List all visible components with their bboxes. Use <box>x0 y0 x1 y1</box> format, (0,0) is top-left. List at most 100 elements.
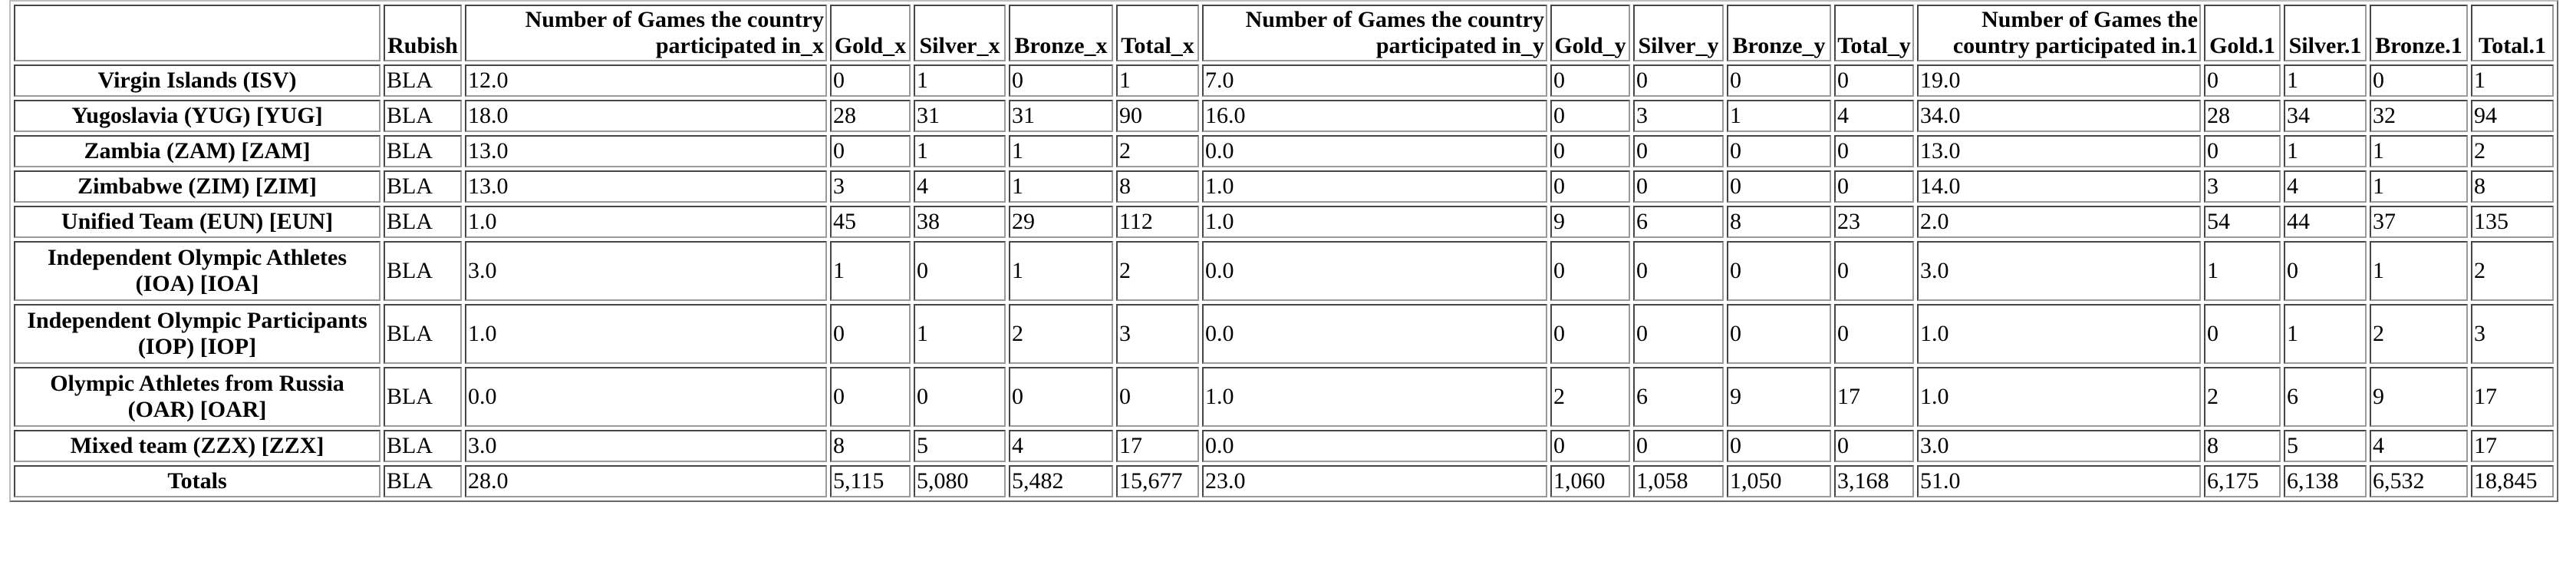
table-cell: 12.0 <box>465 64 827 97</box>
table-cell: 6 <box>2284 367 2367 427</box>
table-cell: 0.0 <box>465 367 827 427</box>
table-cell: 0 <box>1834 170 1914 203</box>
table-cell: 94 <box>2471 100 2554 132</box>
table-cell: 1 <box>1009 170 1113 203</box>
table-cell: BLA <box>384 100 462 132</box>
table-cell: 1,050 <box>1727 465 1831 497</box>
row-country-name: Mixed team (ZZX) [ZZX] <box>14 430 380 462</box>
table-cell: 1 <box>2370 170 2468 203</box>
table-cell: 5 <box>914 430 1006 462</box>
row-country-name: Independent Olympic Participants (IOP) [… <box>14 304 380 364</box>
table-cell: 1 <box>2370 135 2468 167</box>
table-row: Zimbabwe (ZIM) [ZIM] BLA 13.0 3 4 1 8 1.0 0 0 0 0 14… <box>14 170 2554 203</box>
table-cell: 19.0 <box>1917 64 2201 97</box>
table-cell: 8 <box>2471 170 2554 203</box>
table-cell: 15,677 <box>1116 465 1199 497</box>
table-cell: 1.0 <box>465 206 827 238</box>
table-cell: 0 <box>1633 135 1724 167</box>
table-cell: 38 <box>914 206 1006 238</box>
table-cell: 5,482 <box>1009 465 1113 497</box>
table-cell: 1 <box>830 241 911 301</box>
table-cell: 1 <box>2284 304 2367 364</box>
table-cell: 3 <box>830 170 911 203</box>
table-cell: 6,532 <box>2370 465 2468 497</box>
table-cell: 1,060 <box>1550 465 1630 497</box>
table-cell: 1 <box>2284 135 2367 167</box>
row-country-name: Olympic Athletes from Russia (OAR) [OAR] <box>14 367 380 427</box>
table-cell: 3 <box>2471 304 2554 364</box>
table-cell: 6,175 <box>2204 465 2281 497</box>
table-cell: 0 <box>1009 367 1113 427</box>
table-cell: 0 <box>914 367 1006 427</box>
table-cell: 51.0 <box>1917 465 2201 497</box>
table-cell: 4 <box>2370 430 2468 462</box>
table-row: Virgin Islands (ISV) BLA 12.0 0 1 0 1 7.0 0 0 0 0 19… <box>14 64 2554 97</box>
row-country-name: Totals <box>14 465 380 497</box>
table-cell: 0 <box>1633 241 1724 301</box>
table-cell: 44 <box>2284 206 2367 238</box>
table-cell: 23.0 <box>1202 465 1547 497</box>
table-cell: 2 <box>1009 304 1113 364</box>
table-container: Rubish Number of Games the country parti… <box>9 0 2558 502</box>
table-row: Mixed team (ZZX) [ZZX] BLA 3.0 8 5 4 17 0.0 0 0 0 0… <box>14 430 2554 462</box>
table-cell: 0 <box>830 135 911 167</box>
table-cell: 0 <box>2284 241 2367 301</box>
table-cell: 0 <box>1550 100 1630 132</box>
table-cell: 32 <box>2370 100 2468 132</box>
table-cell: BLA <box>384 135 462 167</box>
table-cell: 2 <box>2204 367 2281 427</box>
table-cell: 112 <box>1116 206 1199 238</box>
table-cell: 0.0 <box>1202 135 1547 167</box>
table-row: Yugoslavia (YUG) [YUG] BLA 18.0 28 31 31 90 16.… <box>14 100 2554 132</box>
table-cell: 9 <box>2370 367 2468 427</box>
row-country-name: Unified Team (EUN) [EUN] <box>14 206 380 238</box>
table-cell: 1.0 <box>1202 367 1547 427</box>
header-gold-y: Gold_y <box>1550 5 1630 61</box>
table-cell: 0.0 <box>1202 241 1547 301</box>
table-cell: 0 <box>830 367 911 427</box>
table-cell: 8 <box>1727 206 1831 238</box>
table-cell: 0 <box>1633 170 1724 203</box>
row-country-name: Yugoslavia (YUG) [YUG] <box>14 100 380 132</box>
table-cell: 31 <box>914 100 1006 132</box>
header-bronze-y: Bronze_y <box>1727 5 1831 61</box>
table-cell: 17 <box>1116 430 1199 462</box>
table-cell: BLA <box>384 367 462 427</box>
table-cell: 0 <box>2204 64 2281 97</box>
table-row: Zambia (ZAM) [ZAM] BLA 13.0 0 1 1 2 0.0 0 0 0 0 13.0… <box>14 135 2554 167</box>
table-body: Virgin Islands (ISV) BLA 12.0 0 1 0 1 7.0 0 0 0 0 19… <box>14 64 2554 497</box>
table-cell: 0 <box>1727 170 1831 203</box>
table-cell: 1.0 <box>1917 367 2201 427</box>
table-cell: 5,080 <box>914 465 1006 497</box>
table-cell: 4 <box>1009 430 1113 462</box>
table-cell: 45 <box>830 206 911 238</box>
header-bronze-x: Bronze_x <box>1009 5 1113 61</box>
header-gold-x: Gold_x <box>830 5 911 61</box>
table-cell: 1 <box>914 64 1006 97</box>
table-cell: 13.0 <box>1917 135 2201 167</box>
table-cell: 1 <box>2471 64 2554 97</box>
table-cell: BLA <box>384 241 462 301</box>
table-row: Olympic Athletes from Russia (OAR) [OAR]… <box>14 367 2554 427</box>
table-cell: 28 <box>830 100 911 132</box>
table-cell: 5,115 <box>830 465 911 497</box>
table-cell: 0 <box>1550 304 1630 364</box>
table-cell: 0 <box>1834 304 1914 364</box>
table-cell: 6 <box>1633 367 1724 427</box>
table-cell: 2 <box>2471 135 2554 167</box>
table-cell: 54 <box>2204 206 2281 238</box>
table-cell: 1.0 <box>465 304 827 364</box>
table-cell: 3,168 <box>1834 465 1914 497</box>
table-cell: 0 <box>830 64 911 97</box>
table-cell: 3.0 <box>1917 241 2201 301</box>
table-row: Totals BLA 28.0 5,115 5,080 5,482 15,677 23.0 1,… <box>14 465 2554 497</box>
table-cell: 1 <box>1009 135 1113 167</box>
row-country-name: Zambia (ZAM) [ZAM] <box>14 135 380 167</box>
table-cell: 2 <box>1116 135 1199 167</box>
table-cell: 0.0 <box>1202 304 1547 364</box>
table-cell: 0 <box>1727 304 1831 364</box>
table-cell: 0 <box>1633 430 1724 462</box>
table-cell: 0 <box>1550 64 1630 97</box>
table-cell: 0 <box>1550 170 1630 203</box>
table-cell: 8 <box>830 430 911 462</box>
